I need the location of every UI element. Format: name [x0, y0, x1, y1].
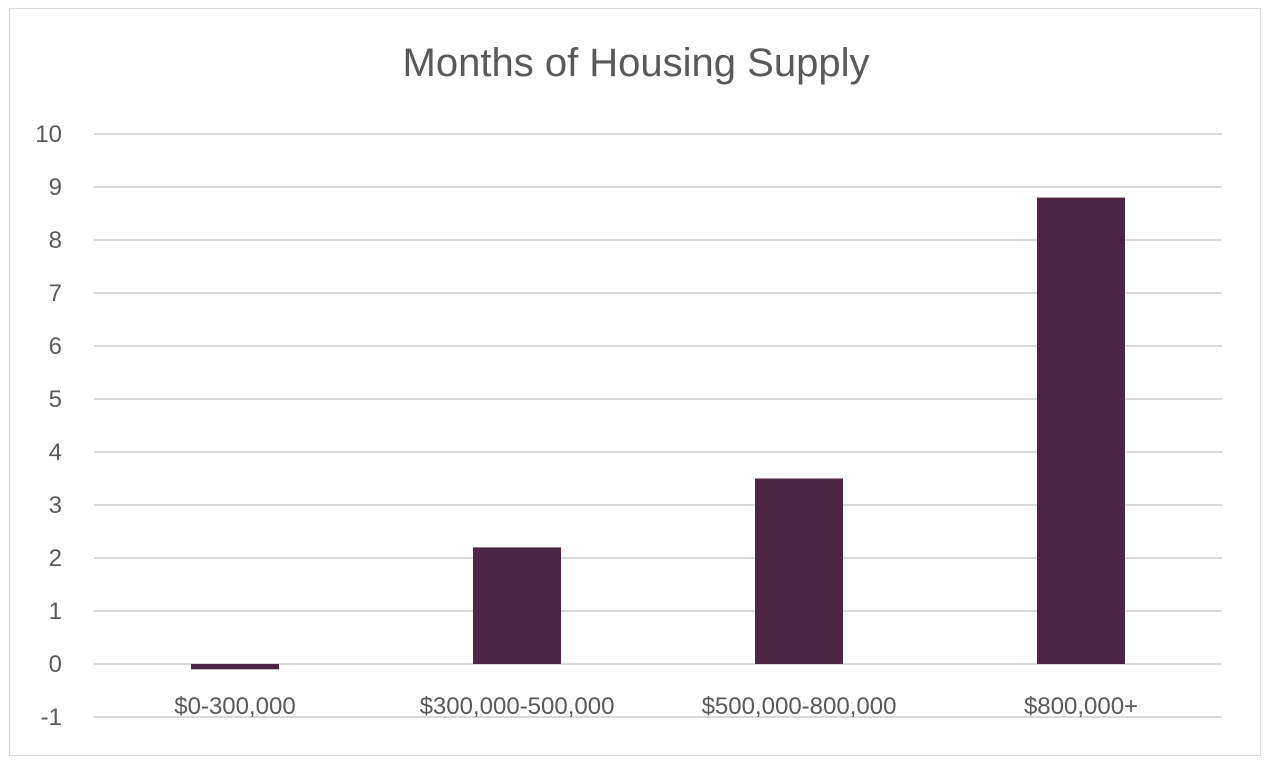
bar [1037, 197, 1125, 664]
y-tick-label: -1 [41, 704, 62, 731]
y-tick-label: 8 [49, 227, 62, 254]
x-tick-label: $300,000-500,000 [420, 693, 615, 720]
x-tick-label: $500,000-800,000 [702, 693, 897, 720]
y-tick-label: 0 [49, 651, 62, 678]
y-tick-label: 4 [49, 439, 62, 466]
chart-title: Months of Housing Supply [403, 41, 870, 85]
x-tick-label: $0-300,000 [174, 693, 295, 720]
y-tick-label: 10 [35, 121, 62, 148]
y-tick-label: 5 [49, 386, 62, 413]
y-tick-label: 6 [49, 333, 62, 360]
y-axis: -1 0 1 2 3 4 5 6 7 8 9 10 [35, 121, 62, 731]
y-tick-label: 2 [49, 545, 62, 572]
y-tick-label: 9 [49, 174, 62, 201]
y-tick-label: 3 [49, 492, 62, 519]
x-axis: $0-300,000 $300,000-500,000 $500,000-800,0… [174, 693, 1138, 720]
x-tick-label: $800,000+ [1024, 693, 1138, 720]
bar [191, 664, 279, 670]
bars [191, 197, 1125, 670]
gridlines [94, 133, 1222, 718]
bar [755, 478, 843, 664]
y-tick-label: 1 [49, 598, 62, 625]
y-tick-label: 7 [49, 280, 62, 307]
bar [473, 547, 561, 664]
